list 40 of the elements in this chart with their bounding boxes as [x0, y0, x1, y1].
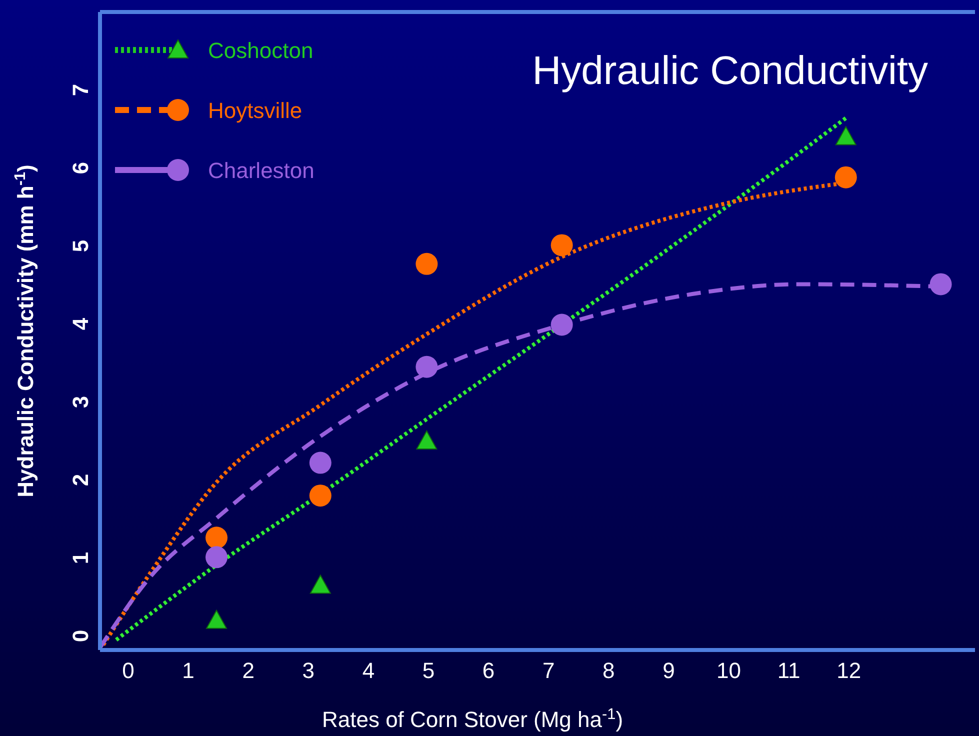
y-tick-label: 0: [68, 630, 93, 642]
y-tick-label: 7: [68, 84, 93, 96]
y-tick-label: 5: [68, 240, 93, 252]
point: [835, 126, 856, 146]
x-tick-label: 1: [182, 658, 194, 683]
y-tick-label: 3: [68, 396, 93, 408]
x-tick-label: 3: [302, 658, 315, 683]
text: Hydraulic Conductivity: [532, 49, 928, 93]
point: [416, 252, 438, 275]
point: [310, 574, 331, 594]
point: [550, 234, 573, 256]
x-axis-title: Rates of Corn Stover (Mg ha$^{-1}$): [322, 706, 624, 732]
x-tick-label: 5: [422, 658, 435, 683]
point: [206, 610, 228, 629]
point: [206, 546, 228, 568]
point: [930, 273, 952, 296]
point: [416, 430, 438, 450]
y-tick-label: 2: [68, 474, 93, 486]
x-tick-label: 0: [122, 658, 134, 683]
point: [309, 484, 332, 507]
x-tick-label: 4: [362, 658, 375, 683]
point: [309, 452, 332, 474]
legend-label: Coshocton: [208, 38, 314, 63]
point: [206, 526, 228, 549]
x-tick-label: 10: [716, 658, 742, 683]
legend-label: Hoytsville: [208, 98, 302, 123]
x-tick-label: 7: [542, 658, 555, 683]
point: [416, 356, 438, 378]
y-tick-label: 1: [68, 552, 93, 564]
y-tick-label: 6: [68, 162, 93, 174]
point: [834, 166, 857, 188]
y-tick-label: 4: [68, 317, 93, 330]
x-tick-label: 9: [662, 658, 675, 683]
legend-label: Charleston: [208, 158, 314, 183]
x-tick-label: 8: [602, 658, 615, 683]
point: [550, 314, 573, 336]
x-tick-label: 6: [482, 658, 495, 683]
x-tick-label: 11: [777, 658, 800, 683]
x-tick-label: 2: [242, 658, 254, 683]
x-tick-label: 12: [836, 658, 862, 683]
